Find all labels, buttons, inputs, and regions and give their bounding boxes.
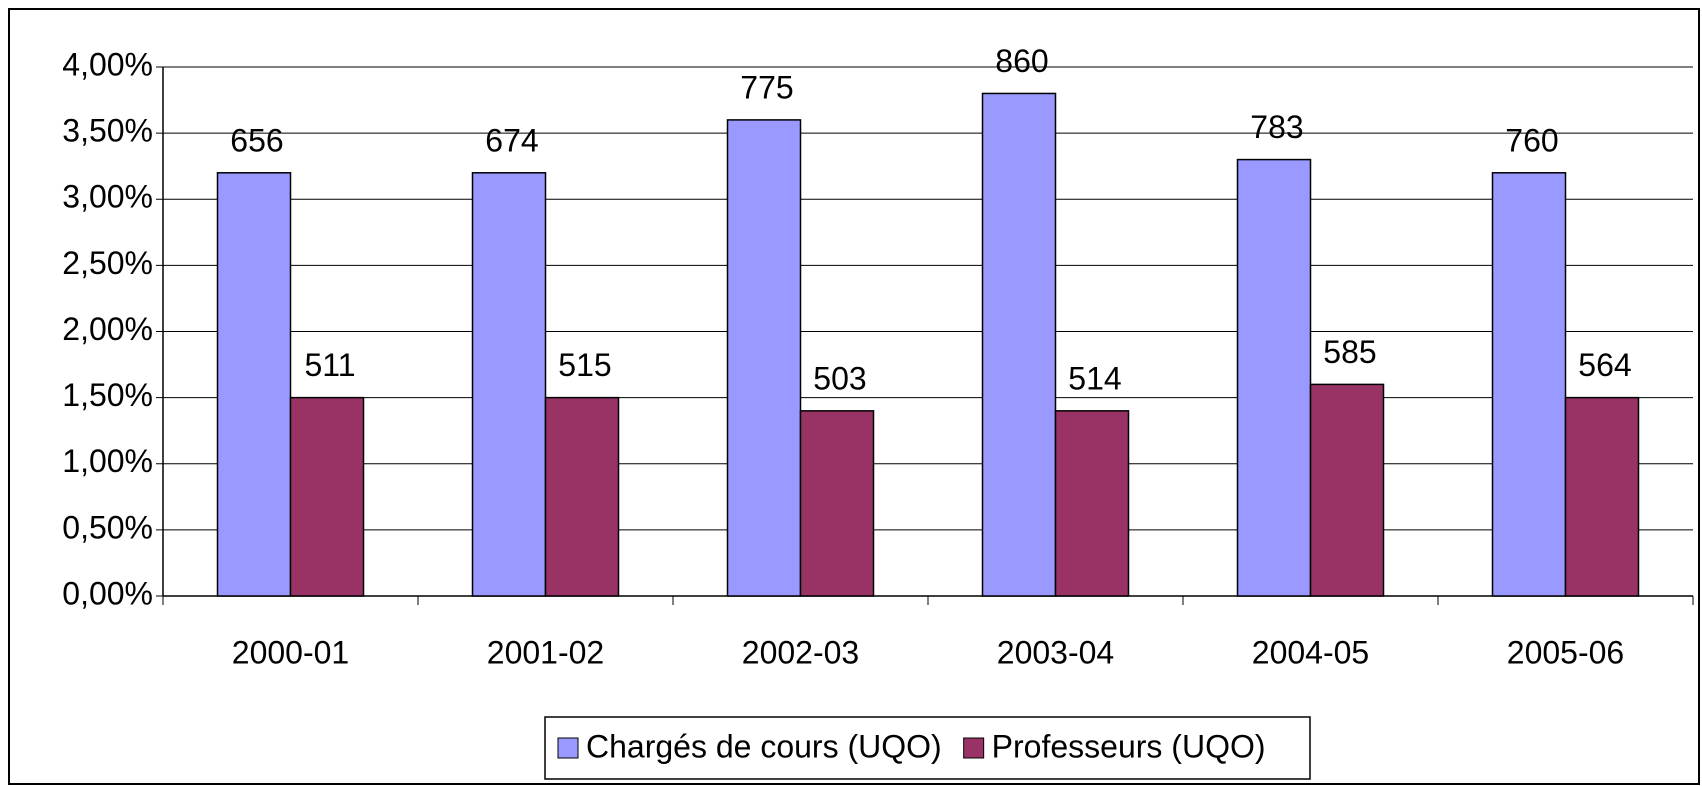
x-tick-label: 2004-05 [1252, 634, 1369, 670]
y-tick-label: 2,50% [62, 245, 153, 281]
bar [726, 119, 802, 597]
data-label: 783 [1250, 109, 1303, 145]
y-tick-label: 1,50% [62, 377, 153, 413]
bar [981, 92, 1057, 597]
data-label: 775 [740, 69, 793, 105]
legend-swatch [557, 737, 579, 759]
x-tick-label: 2003-04 [997, 634, 1114, 670]
y-tick-label: 0,50% [62, 509, 153, 545]
bar [1491, 172, 1567, 597]
data-label: 656 [230, 122, 283, 158]
bar [1054, 410, 1130, 597]
y-tick-label: 2,00% [62, 311, 153, 347]
x-tick-label: 2005-06 [1507, 634, 1624, 670]
y-tick-label: 1,00% [62, 443, 153, 479]
bar [289, 396, 365, 597]
bar [1236, 158, 1312, 597]
data-label: 511 [304, 347, 355, 383]
data-label: 860 [995, 43, 1048, 79]
bar [1564, 396, 1640, 597]
bar [1309, 383, 1385, 597]
data-label: 515 [558, 347, 611, 383]
data-label: 585 [1323, 334, 1376, 370]
legend-label: Professeurs (UQO) [992, 728, 1266, 764]
x-tick-label: 2002-03 [742, 634, 859, 670]
data-label: 514 [1068, 360, 1121, 396]
data-label: 564 [1578, 347, 1631, 383]
legend-label: Chargés de cours (UQO) [586, 728, 942, 764]
y-tick-label: 4,00% [62, 46, 153, 82]
y-tick-label: 3,50% [62, 113, 153, 149]
x-tick-label: 2001-02 [487, 634, 604, 670]
y-tick-label: 0,00% [62, 575, 153, 611]
data-label: 674 [485, 122, 538, 158]
bar [799, 410, 875, 597]
bar [471, 172, 547, 597]
x-tick-label: 2000-01 [232, 634, 349, 670]
legend-swatch [963, 737, 985, 759]
bar [216, 172, 292, 597]
legend-box [544, 716, 1311, 780]
y-tick-label: 3,00% [62, 179, 153, 215]
data-label: 760 [1505, 122, 1558, 158]
data-label: 503 [813, 360, 866, 396]
bar [544, 396, 620, 597]
